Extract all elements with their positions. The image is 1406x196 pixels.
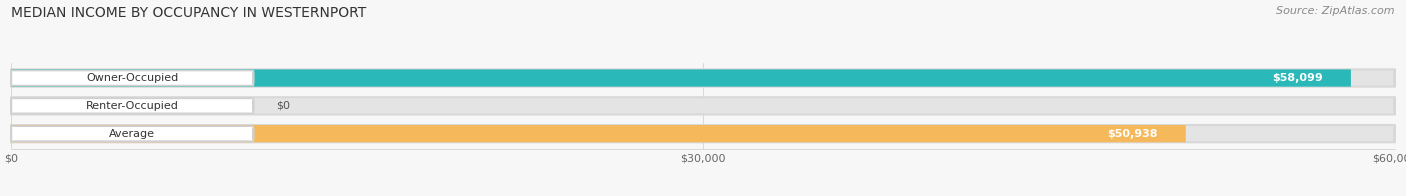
Text: Average: Average: [110, 129, 155, 139]
FancyBboxPatch shape: [11, 125, 1185, 142]
Text: $0: $0: [277, 101, 291, 111]
FancyBboxPatch shape: [11, 69, 1351, 87]
FancyBboxPatch shape: [11, 125, 1395, 142]
FancyBboxPatch shape: [11, 126, 253, 141]
FancyBboxPatch shape: [11, 97, 1395, 114]
Text: Owner-Occupied: Owner-Occupied: [86, 73, 179, 83]
Text: $50,938: $50,938: [1108, 129, 1159, 139]
Text: Source: ZipAtlas.com: Source: ZipAtlas.com: [1277, 6, 1395, 16]
Text: Renter-Occupied: Renter-Occupied: [86, 101, 179, 111]
FancyBboxPatch shape: [11, 71, 253, 85]
Text: $58,099: $58,099: [1272, 73, 1323, 83]
Text: MEDIAN INCOME BY OCCUPANCY IN WESTERNPORT: MEDIAN INCOME BY OCCUPANCY IN WESTERNPOR…: [11, 6, 367, 20]
FancyBboxPatch shape: [11, 69, 1395, 87]
FancyBboxPatch shape: [11, 98, 253, 113]
